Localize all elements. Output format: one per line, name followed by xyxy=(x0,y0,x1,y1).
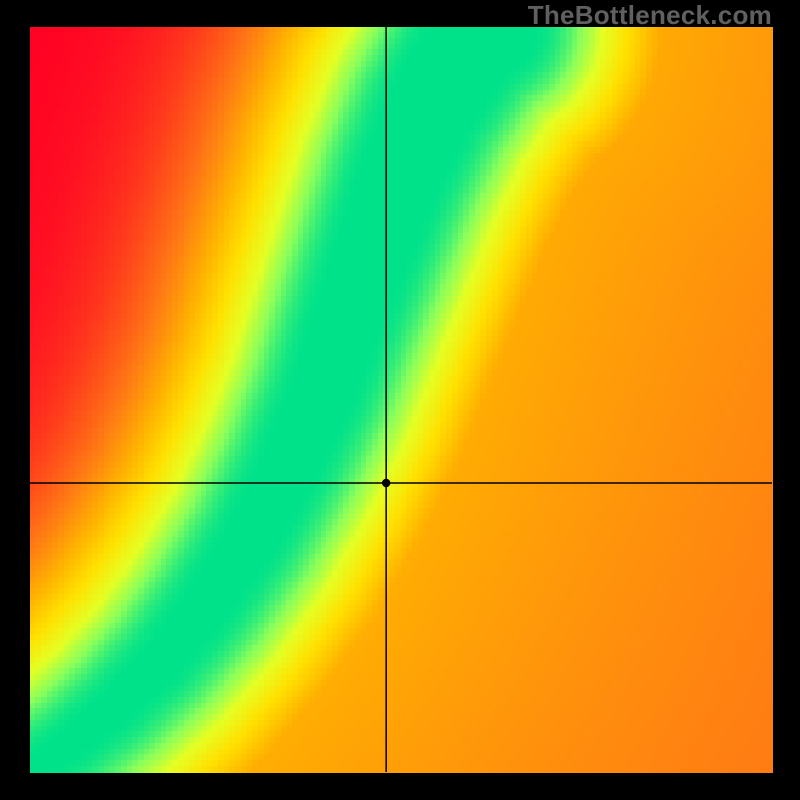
heatmap-canvas xyxy=(0,0,800,800)
heatmap-plot xyxy=(0,0,800,800)
watermark-text: TheBottleneck.com xyxy=(528,0,772,31)
